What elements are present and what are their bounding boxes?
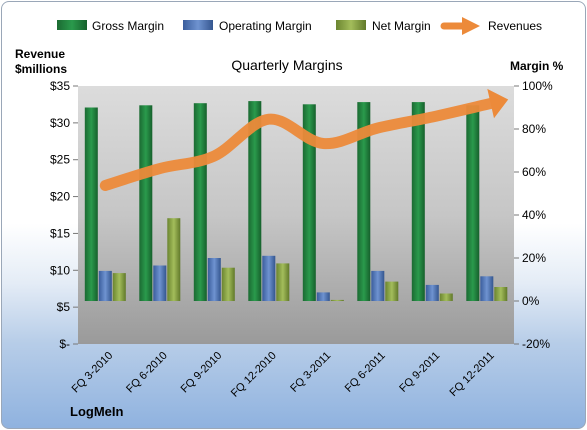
net-margin-bar <box>221 267 235 301</box>
left-tick-label: $- <box>59 337 70 351</box>
right-tick-label: 20% <box>522 251 546 265</box>
net-margin-bar <box>167 218 181 301</box>
right-tick-label: 40% <box>522 208 546 222</box>
chart-title: Quarterly Margins <box>231 57 342 73</box>
category-label: FQ 6-2011 <box>343 350 388 395</box>
operating-margin-bar <box>425 284 439 301</box>
legend: Gross Margin Operating Margin Net Margin… <box>57 17 542 35</box>
operating-margin-bar <box>262 255 276 301</box>
net-margin-bar <box>439 293 453 301</box>
net-margin-bar <box>494 287 508 301</box>
right-axis: -20% 0% 20% 40% 60% 80% 100% <box>514 79 553 351</box>
left-tick-label: $35 <box>50 79 70 93</box>
legend-swatch-net-margin <box>336 20 366 30</box>
legend-label-revenues: Revenues <box>488 19 542 33</box>
left-tick-label: $20 <box>50 190 70 204</box>
legend-label-operating-margin: Operating Margin <box>219 19 312 33</box>
gross-margin-bar <box>411 102 425 301</box>
left-tick-label: $5 <box>57 300 71 314</box>
gross-margin-bar <box>357 102 371 301</box>
right-axis-title: Margin % <box>510 59 564 73</box>
net-margin-bar <box>330 299 344 301</box>
left-axis-title-line2: $millions <box>15 62 67 76</box>
net-margin-bar <box>276 263 290 301</box>
company-label: LogMeIn <box>70 404 123 419</box>
operating-margin-bar <box>480 276 494 301</box>
legend-item-operating-margin[interactable]: Operating Margin <box>183 19 312 33</box>
operating-margin-bar <box>371 270 385 301</box>
left-axis: $- $5 $10 $15 $20 $25 $30 $35 <box>50 79 78 351</box>
legend-item-revenues[interactable]: Revenues <box>440 17 542 35</box>
bars-layer <box>84 101 508 301</box>
category-label: FQ 3-2010 <box>70 350 116 396</box>
legend-item-net-margin[interactable]: Net Margin <box>336 19 431 33</box>
category-label: FQ 9-2011 <box>397 350 442 395</box>
category-axis: FQ 3-2010 FQ 6-2010 FQ 9-2010 FQ 12-2010 FQ … <box>70 350 497 400</box>
legend-label-gross-margin: Gross Margin <box>92 19 164 33</box>
legend-swatch-operating-margin <box>183 20 213 30</box>
left-axis-title-line1: Revenue <box>15 47 65 61</box>
right-tick-label: 0% <box>522 294 540 308</box>
right-tick-label: -20% <box>522 337 550 351</box>
legend-item-gross-margin[interactable]: Gross Margin <box>57 19 164 33</box>
operating-margin-bar <box>316 292 330 301</box>
category-label: FQ 6-2010 <box>124 350 170 396</box>
right-tick-label: 60% <box>522 165 546 179</box>
left-tick-label: $15 <box>50 226 70 240</box>
category-label: FQ 9-2010 <box>179 350 225 396</box>
revenue-line-layer <box>99 88 509 191</box>
operating-margin-bar <box>98 270 112 301</box>
gross-margin-bar <box>248 101 262 301</box>
operating-margin-bar <box>153 265 167 301</box>
category-label: FQ 12-2011 <box>447 350 496 399</box>
gross-margin-bar <box>466 105 480 301</box>
net-margin-bar <box>112 273 126 301</box>
left-tick-label: $30 <box>50 116 70 130</box>
legend-swatch-gross-margin <box>57 20 87 30</box>
net-margin-bar <box>385 281 399 301</box>
gross-margin-bar <box>193 103 207 301</box>
right-tick-label: 100% <box>522 79 553 93</box>
revenues-arrowhead <box>487 88 509 119</box>
legend-label-net-margin: Net Margin <box>372 19 431 33</box>
legend-arrowhead-revenues <box>462 17 480 35</box>
category-label: FQ 3-2011 <box>288 350 333 395</box>
category-label: FQ 12-2010 <box>229 350 279 400</box>
gross-margin-bar <box>139 105 153 301</box>
gross-margin-bar <box>84 107 98 301</box>
operating-margin-bar <box>207 258 221 301</box>
left-tick-label: $25 <box>50 153 70 167</box>
revenues-line <box>99 98 497 191</box>
right-tick-label: 80% <box>522 122 546 136</box>
gross-margin-bar <box>302 104 316 301</box>
left-tick-label: $10 <box>50 263 70 277</box>
